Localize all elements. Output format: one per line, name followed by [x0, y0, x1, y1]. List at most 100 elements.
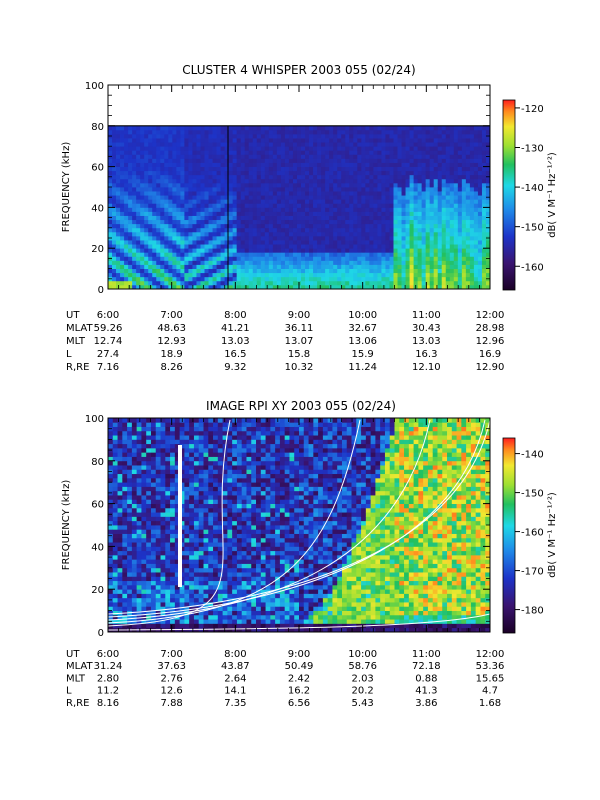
spectrogram-cell [333, 211, 338, 216]
ephemeris-value: 13.07 [285, 336, 314, 347]
spectrogram-cell [132, 284, 137, 290]
spectrogram-cell [385, 158, 390, 163]
spectrogram-cell [301, 268, 306, 274]
spectrogram-cell [325, 174, 330, 180]
spectrogram-cell [148, 154, 153, 159]
spectrogram-cell [220, 240, 226, 245]
spectrogram-cell [256, 256, 262, 261]
image-title: IMAGE RPI XY 2003 055 (02/24) [206, 399, 396, 413]
spectrogram-cell [405, 252, 410, 257]
spectrogram-cell [461, 178, 467, 184]
spectrogram-cell [208, 223, 213, 229]
spectrogram-cell [389, 150, 394, 155]
spectrogram-cell [204, 125, 209, 131]
spectrogram-cell [313, 235, 318, 241]
spectrogram-cell [465, 146, 471, 151]
spectrogram-cell [124, 191, 129, 196]
spectrogram-cell [353, 252, 358, 257]
spectrogram-cell [174, 627, 181, 633]
spectrogram-cell [317, 187, 322, 192]
spectrogram-cell [393, 215, 398, 221]
spectrogram-cell [272, 133, 278, 139]
spectrogram-cell [160, 546, 166, 552]
spectrogram-cell [325, 146, 330, 151]
spectrogram-cell [305, 166, 310, 172]
colorbar-tick-label: -140 [521, 183, 544, 194]
spectrogram-cell [198, 490, 204, 496]
spectrogram-cell [220, 215, 226, 221]
spectrogram-cell [220, 248, 226, 253]
spectrogram-cell [148, 187, 153, 192]
spectrogram-cell [116, 264, 121, 269]
spectrogram-cell [413, 215, 419, 221]
spectrogram-cell [136, 533, 142, 539]
spectrogram-cell [122, 576, 128, 582]
spectrogram-cell [141, 503, 147, 509]
spectrogram-cell [208, 248, 213, 253]
spectrogram-cell [377, 154, 382, 159]
spectrogram-cell [329, 231, 334, 237]
spectrogram-cell [180, 195, 185, 200]
spectrogram-cell [176, 129, 181, 135]
spectrogram-cell [256, 244, 262, 249]
spectrogram-cell [120, 284, 125, 290]
spectrogram-cell [136, 580, 142, 586]
spectrogram-cell [150, 529, 157, 534]
spectrogram-cell [204, 207, 209, 212]
spectrogram-cell [174, 495, 181, 500]
spectrogram-cell [141, 486, 147, 492]
spectrogram-cell [317, 129, 322, 135]
spectrogram-cell [140, 174, 145, 180]
spectrogram-cell [361, 162, 366, 167]
spectrogram-cell [193, 418, 200, 423]
spectrogram-cell [397, 125, 402, 131]
spectrogram-cell [165, 499, 171, 504]
spectrogram-cell [112, 482, 118, 487]
y-tick-label: 20 [91, 244, 104, 255]
spectrogram-cell [112, 516, 118, 522]
spectrogram-cell [461, 284, 467, 290]
spectrogram-cell [377, 252, 382, 257]
spectrogram-cell [184, 477, 190, 483]
spectrogram-cell [389, 195, 394, 200]
spectrogram-cell [136, 219, 141, 225]
spectrogram-cell [357, 264, 362, 269]
spectrogram-cell [189, 589, 195, 594]
spectrogram-cell [469, 280, 475, 286]
spectrogram-cell [321, 178, 326, 184]
spectrogram-cell [189, 554, 195, 560]
spectrogram-cell [337, 158, 342, 163]
spectrogram-cell [160, 619, 166, 624]
spectrogram-cell [108, 142, 113, 147]
spectrogram-cell [453, 235, 459, 241]
spectrogram-cell [317, 138, 322, 143]
spectrogram-cell [317, 174, 322, 180]
spectrogram-cell [449, 150, 455, 155]
spectrogram-cell [309, 215, 314, 221]
spectrogram-cell [433, 195, 439, 200]
spectrogram-cell [377, 150, 382, 155]
spectrogram-cell [345, 240, 350, 245]
spectrogram-cell [228, 223, 234, 229]
spectrogram-cell [481, 260, 487, 265]
spectrogram-cell [228, 252, 234, 257]
spectrogram-cell [397, 150, 402, 155]
spectrogram-cell [256, 182, 262, 188]
spectrogram-cell [373, 125, 378, 131]
spectrogram-cell [461, 272, 467, 278]
spectrogram-cell [301, 182, 306, 188]
spectrogram-cell [305, 227, 310, 233]
spectrogram-cell [188, 174, 193, 180]
spectrogram-cell [122, 533, 128, 539]
spectrogram-cell [216, 146, 221, 151]
spectrogram-cell [152, 284, 157, 290]
spectrogram-cell [228, 264, 234, 269]
spectrogram-cell [165, 589, 171, 594]
spectrogram-cell [373, 256, 378, 261]
spectrogram-cell [337, 142, 342, 147]
spectrogram-cell [349, 154, 354, 159]
ephemeris-value: 16.5 [224, 349, 246, 360]
spectrogram-cell [131, 469, 138, 475]
spectrogram-cell [333, 129, 338, 135]
spectrogram-cell [341, 227, 346, 233]
